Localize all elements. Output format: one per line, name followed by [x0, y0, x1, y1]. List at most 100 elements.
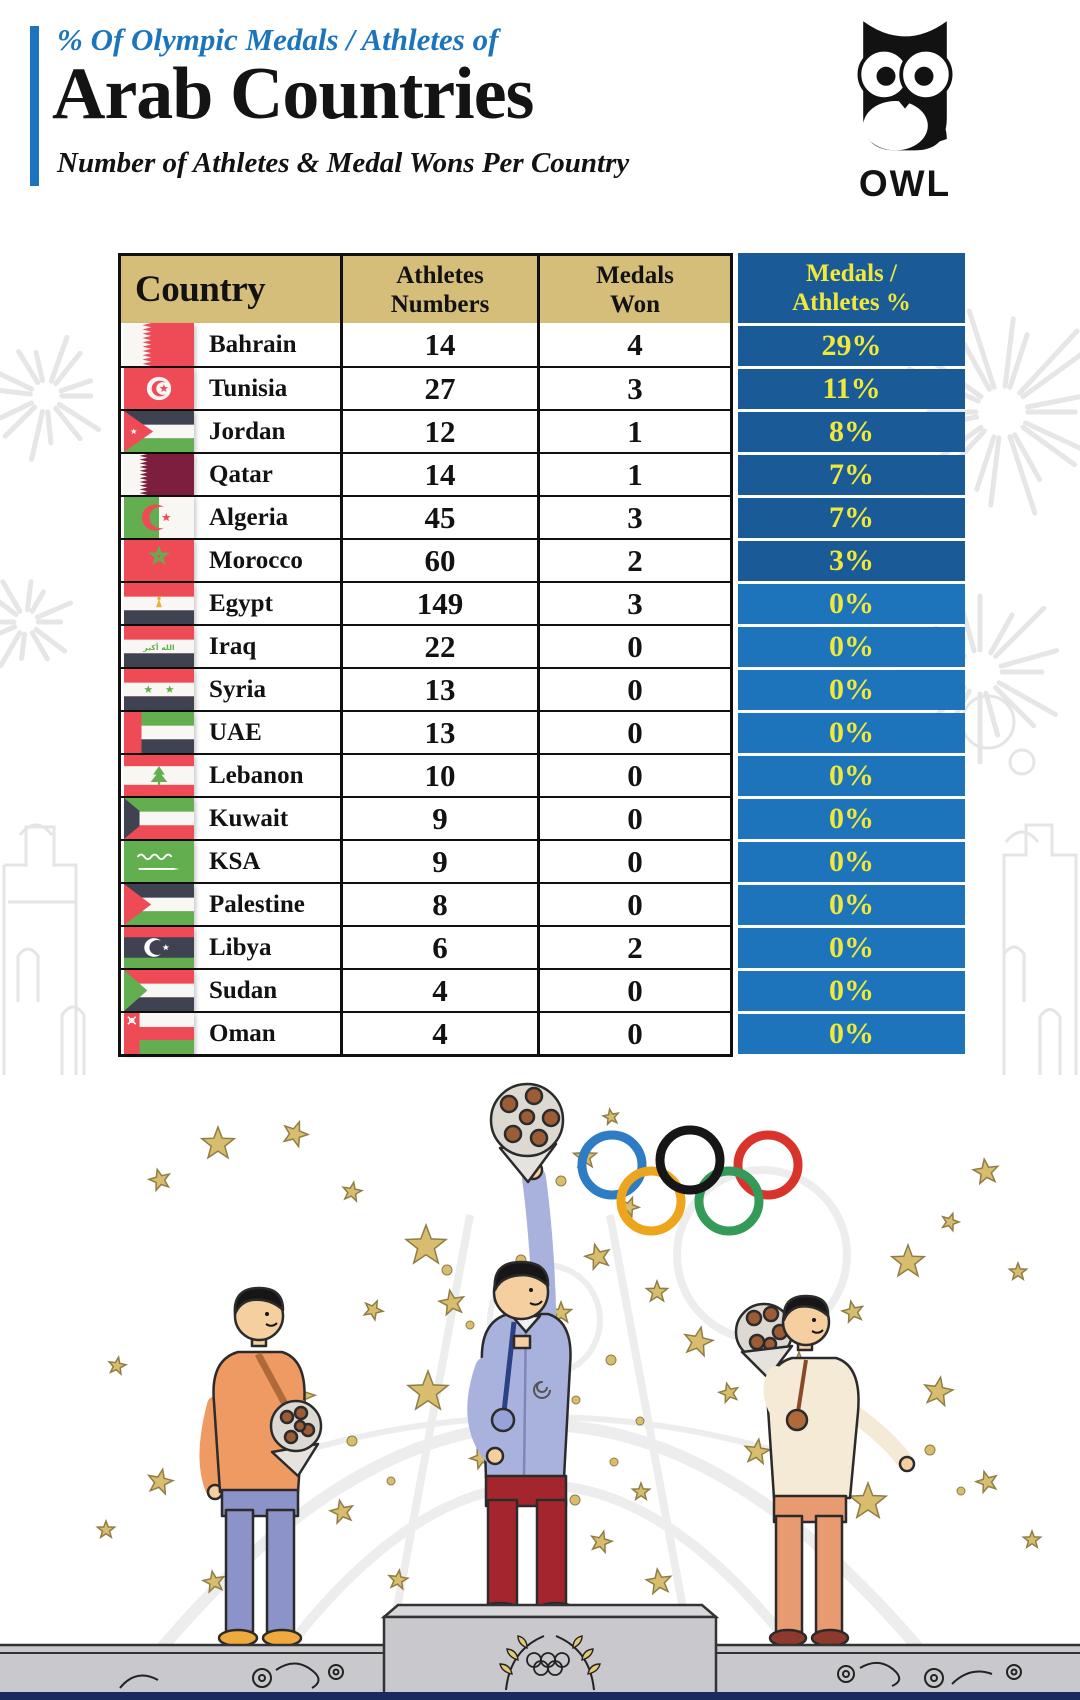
country-name: Iraq [209, 632, 257, 660]
table-row: Egypt 149 3 [121, 581, 730, 624]
header-kicker: % Of Olympic Medals / Athletes of [57, 22, 499, 57]
table-row: Sudan 4 0 [121, 968, 730, 1011]
table-row: Tunisia 27 3 [121, 366, 730, 409]
ksa-flag-icon [124, 841, 194, 882]
jordan-flag-icon [124, 411, 194, 452]
table-row: Algeria 45 3 [121, 495, 730, 538]
athletes-count: 149 [343, 583, 540, 624]
country-cell: Oman [121, 1013, 343, 1054]
table-row: الله أكبر Iraq 22 0 [121, 624, 730, 667]
olympic-rings-icon [577, 1125, 803, 1236]
country-cell: KSA [121, 841, 343, 882]
country-name: Jordan [209, 417, 286, 445]
podium [0, 1603, 1080, 1700]
athletes-count: 9 [343, 841, 540, 882]
country-name: Algeria [209, 503, 289, 531]
athletes-count: 13 [343, 712, 540, 753]
libya-flag-icon [124, 927, 194, 968]
owl-logo-text: OWL [858, 163, 952, 204]
athletes-count: 9 [343, 798, 540, 839]
morocco-flag-icon [124, 540, 194, 581]
country-cell: Tunisia [121, 368, 343, 409]
country-name: Bahrain [209, 330, 297, 358]
country-cell: Libya [121, 927, 343, 968]
ratio-column: Medals / Athletes % 29% 11% 8% 7% 7% 3% 0% 0% 0% 0… [738, 253, 965, 1057]
ratio-cell: 0% [738, 885, 965, 925]
svg-text:الله أكبر: الله أكبر [142, 642, 174, 652]
medals-table: Country Athletes Numbers Medals Won Bahrai… [118, 253, 968, 1063]
athletes-count: 8 [343, 884, 540, 925]
column-header-ratio: Medals / Athletes % [738, 253, 965, 323]
athletes-count: 14 [343, 323, 540, 366]
athletes-count: 12 [343, 411, 540, 452]
oman-flag-icon [124, 1013, 194, 1054]
medals-count: 0 [627, 757, 643, 793]
medals-count: 3 [627, 370, 643, 406]
country-name: Syria [209, 675, 266, 703]
athletes-count: 14 [343, 454, 540, 495]
algeria-flag-icon [124, 497, 194, 538]
ratio-cell: 0% [738, 971, 965, 1011]
column-header-country: Country [121, 256, 343, 323]
owl-logo: OWL [836, 6, 974, 205]
column-header-athletes: Athletes Numbers [343, 256, 540, 323]
table-header-row: Country Athletes Numbers Medals Won [121, 256, 730, 323]
country-name: Morocco [209, 546, 303, 574]
country-cell: Syria [121, 669, 343, 710]
country-name: Egypt [209, 589, 273, 617]
medals-count: 0 [627, 972, 643, 1008]
ratio-cell: 0% [738, 842, 965, 882]
athletes-count: 22 [343, 626, 540, 667]
table-row: Bahrain 14 4 [121, 323, 730, 366]
iraq-flag-icon: الله أكبر [124, 626, 194, 667]
uae-flag-icon [124, 712, 194, 753]
medals-count: 0 [627, 714, 643, 750]
country-cell: UAE [121, 712, 343, 753]
medals-count: 0 [627, 628, 643, 664]
ratio-cell: 0% [738, 713, 965, 753]
sudan-flag-icon [124, 970, 194, 1011]
table-row: Oman 4 0 [121, 1011, 730, 1054]
ratio-cell: 0% [738, 584, 965, 624]
table-row: Palestine 8 0 [121, 882, 730, 925]
ratio-cell: 7% [738, 455, 965, 495]
owl-logo-icon [845, 21, 965, 162]
country-name: Lebanon [209, 761, 304, 789]
medals-count: 2 [627, 929, 643, 965]
country-name: Tunisia [209, 374, 288, 402]
country-cell: Qatar [121, 454, 343, 495]
country-name: Palestine [209, 890, 305, 918]
ratio-cell: 0% [738, 756, 965, 796]
medals-count: 0 [627, 843, 643, 879]
athletes-count: 10 [343, 755, 540, 796]
table-row: Libya 6 2 [121, 925, 730, 968]
table-row: Jordan 12 1 [121, 409, 730, 452]
ratio-cell: 0% [738, 1014, 965, 1054]
bahrain-flag-icon [124, 323, 194, 366]
palestine-flag-icon [124, 884, 194, 925]
country-name: Kuwait [209, 804, 289, 832]
athletes-count: 4 [343, 1013, 540, 1054]
medals-count: 1 [627, 413, 643, 449]
medals-count: 3 [627, 499, 643, 535]
country-cell: الله أكبر Iraq [121, 626, 343, 667]
athletes-count: 6 [343, 927, 540, 968]
column-header-medals: Medals Won [596, 261, 674, 318]
header-accent-bar [30, 26, 39, 186]
page-title: Arab Countries [52, 53, 534, 135]
lebanon-flag-icon [124, 755, 194, 796]
country-name: Qatar [209, 460, 273, 488]
silver-medalist-illustration [199, 1286, 323, 1648]
athletes-count: 45 [343, 497, 540, 538]
table-row: Qatar 14 1 [121, 452, 730, 495]
medals-table-bordered: Country Athletes Numbers Medals Won Bahrai… [118, 253, 733, 1057]
ratio-cell: 11% [738, 369, 965, 409]
ratio-cell: 0% [738, 670, 965, 710]
tunisia-flag-icon [124, 368, 194, 409]
country-cell: Palestine [121, 884, 343, 925]
ratio-cell: 7% [738, 498, 965, 538]
medals-count: 0 [627, 800, 643, 836]
table-row: UAE 13 0 [121, 710, 730, 753]
medals-count: 1 [627, 456, 643, 492]
ratio-cell: 3% [738, 541, 965, 581]
